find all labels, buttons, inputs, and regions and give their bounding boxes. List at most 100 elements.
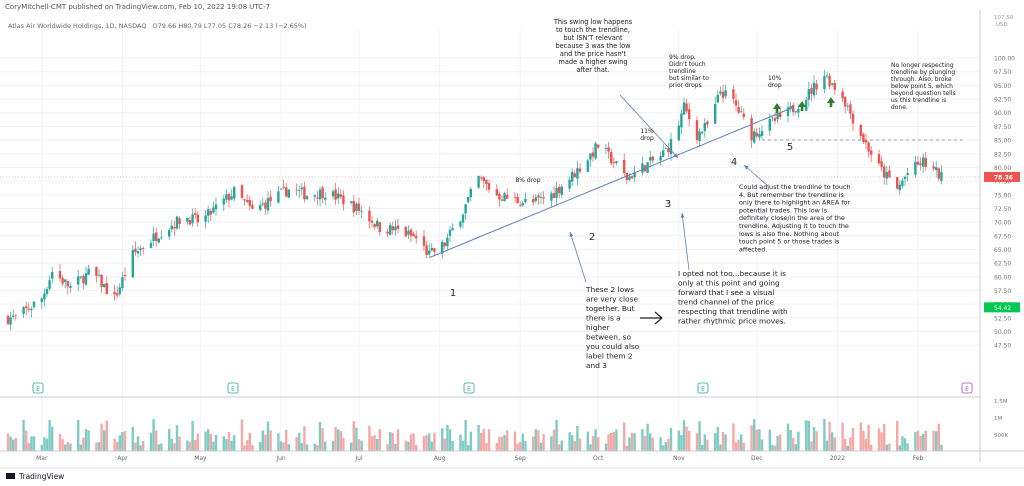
note-11pct-drop-line: 11% — [640, 128, 654, 135]
candle-body — [664, 147, 667, 149]
volume-bar — [425, 435, 428, 451]
volume-bar — [773, 445, 777, 451]
candle-body — [487, 183, 491, 190]
candle-body — [903, 176, 907, 180]
opted-arrow-head — [680, 213, 685, 218]
candle-body — [649, 157, 652, 161]
note-two-lows-line: higher — [586, 323, 611, 332]
candle-body — [300, 187, 303, 190]
candle-body — [503, 193, 506, 202]
volume-bar — [576, 425, 579, 451]
price-tick-label: 50.00 — [994, 329, 1011, 336]
candle-body — [885, 172, 888, 179]
candle-body — [768, 118, 771, 131]
volume-bar — [279, 441, 283, 451]
volume-bar — [227, 431, 231, 451]
volume-bar — [919, 435, 922, 451]
volume-bar — [779, 434, 782, 451]
volume-bar — [191, 420, 194, 451]
note-no-longer-line: beyond question tells — [891, 90, 956, 97]
candle-body — [914, 161, 917, 175]
candle-body — [461, 214, 465, 223]
volume-bar — [461, 440, 465, 451]
swing-arrow-head — [673, 153, 678, 158]
time-tick-label: Nov — [673, 455, 685, 462]
candle-body — [433, 248, 436, 252]
volume-bar — [677, 430, 680, 451]
candle-body — [719, 91, 722, 94]
candle-body — [568, 179, 571, 189]
candle-body — [630, 176, 634, 179]
candle-body — [896, 177, 899, 189]
volume-bar — [844, 438, 847, 451]
volume-bar — [412, 433, 415, 451]
candle-body — [100, 274, 103, 288]
candle-body — [815, 83, 818, 90]
volume-bar — [360, 440, 363, 451]
volume-bar — [851, 428, 855, 451]
volume-bar — [160, 443, 163, 451]
volume-bar — [282, 442, 285, 451]
volume-bar — [794, 444, 797, 451]
volume-bar — [251, 445, 254, 451]
candle-body — [810, 88, 813, 94]
candle-body — [841, 91, 844, 99]
volume-bar — [604, 443, 608, 451]
note-no-longer-line: trendline by plunging — [891, 69, 955, 76]
volume-bar — [430, 441, 433, 451]
note-could-adjust-line: lows is also fine. Nothing about — [739, 230, 840, 238]
volume-bar — [368, 425, 371, 451]
volume-bar — [443, 438, 446, 451]
volume-bar — [178, 436, 181, 451]
volume-bar — [318, 421, 322, 451]
volume-bar — [578, 438, 582, 451]
volume-bar — [149, 432, 153, 451]
candles — [6, 69, 943, 331]
candle-body — [175, 216, 179, 229]
candle-body — [204, 215, 207, 222]
candle-body — [716, 94, 719, 103]
volume-bar — [139, 445, 142, 451]
volume-bar — [441, 428, 444, 451]
volume-bar — [880, 432, 883, 451]
candle-body — [940, 171, 943, 181]
volume-bar — [498, 436, 501, 451]
note-9pct-drop-line: trendline — [669, 68, 696, 75]
candle-body — [188, 219, 192, 225]
volume-bar — [662, 445, 665, 451]
volume-bar — [524, 441, 527, 451]
note-could-adjust-line: 4. But remember the trendline is — [739, 191, 844, 199]
tradingview-logo[interactable]: TradingView — [6, 472, 64, 481]
candle-body — [883, 166, 886, 178]
candle-body — [155, 232, 158, 241]
candle-body — [558, 186, 561, 194]
note-9pct-drop-line: 9% drop. — [669, 54, 696, 61]
volume-bar — [916, 430, 920, 451]
volume-bar — [342, 437, 345, 451]
candle-body — [97, 274, 101, 276]
point-label-1: 1 — [450, 288, 456, 299]
candle-body — [831, 83, 834, 85]
note-could-adjust-line: only there to highlight an AREA for — [739, 199, 850, 207]
price-tick-label: 75.00 — [994, 192, 1011, 199]
volume-bar — [610, 432, 613, 451]
note-two-lows-line: there is a — [586, 314, 621, 323]
volume-bar — [469, 431, 472, 451]
volume-bar — [758, 429, 761, 451]
earnings-marker — [227, 382, 239, 394]
candle-body — [30, 308, 33, 311]
candle-body — [404, 226, 407, 237]
price-top-label: 107.50 — [994, 15, 1014, 21]
volume-bar — [591, 436, 595, 451]
volume-bar — [560, 440, 563, 451]
candle-body — [797, 108, 800, 113]
candle-body — [342, 195, 345, 205]
candle-body — [339, 194, 342, 197]
candle-body — [230, 196, 233, 200]
candle-body — [246, 200, 249, 202]
candle-body — [862, 133, 865, 142]
note-two-lows-line: label them 2 — [586, 352, 633, 361]
volume-bar — [630, 432, 634, 451]
price-tick-label: 87.50 — [994, 124, 1011, 131]
